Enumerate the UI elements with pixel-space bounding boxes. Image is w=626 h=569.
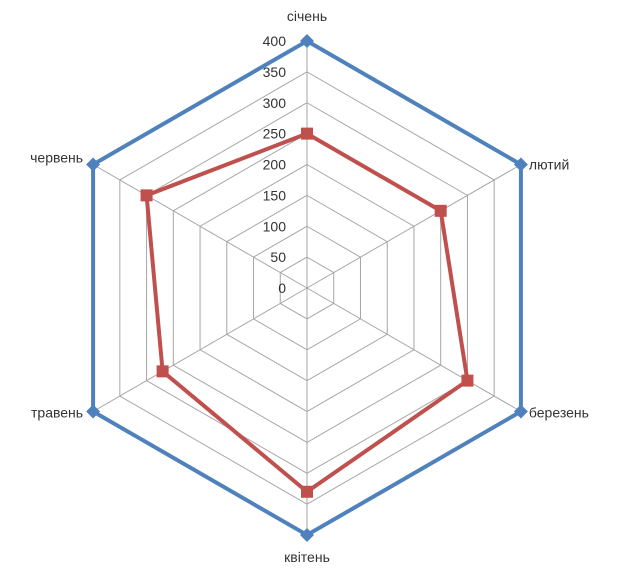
tick-label: 250 [263,126,287,142]
series-layer [86,34,528,542]
category-label: червень [30,150,83,166]
data-point-marker [434,204,447,217]
tick-label: 400 [263,33,287,49]
tick-label: 200 [263,157,287,173]
category-labels: січень лютий березень квітень травень червень [30,8,589,565]
grid-spoke [92,287,308,412]
data-point-marker [461,374,474,387]
grid-spoke [306,164,522,289]
series [86,34,528,542]
grid-spoke [306,287,522,412]
category-label: січень [287,8,327,24]
series [140,127,474,498]
tick-label: 150 [263,187,287,203]
category-label: лютий [529,157,569,173]
tick-label: 50 [270,249,286,265]
category-label: травень [31,405,83,421]
category-label: березень [529,405,589,421]
tick-labels: 0 50 100 150 200 250 300 350 400 [263,33,287,296]
data-point-marker [86,404,101,419]
tick-label: 300 [263,95,287,111]
grid-layer [92,40,522,536]
data-point-marker [301,485,313,498]
tick-label: 100 [263,218,287,234]
tick-label: 350 [263,64,287,80]
data-point-marker [513,157,528,172]
data-point-marker [300,34,314,48]
tick-label: 0 [278,280,286,296]
grid-spoke [92,164,308,289]
data-point-marker [156,365,169,378]
data-point-marker [86,157,101,172]
data-point-marker [513,404,528,419]
data-point-marker [300,528,314,542]
data-point-marker [301,127,313,140]
data-point-marker [140,189,153,202]
category-label: квітень [284,549,330,565]
